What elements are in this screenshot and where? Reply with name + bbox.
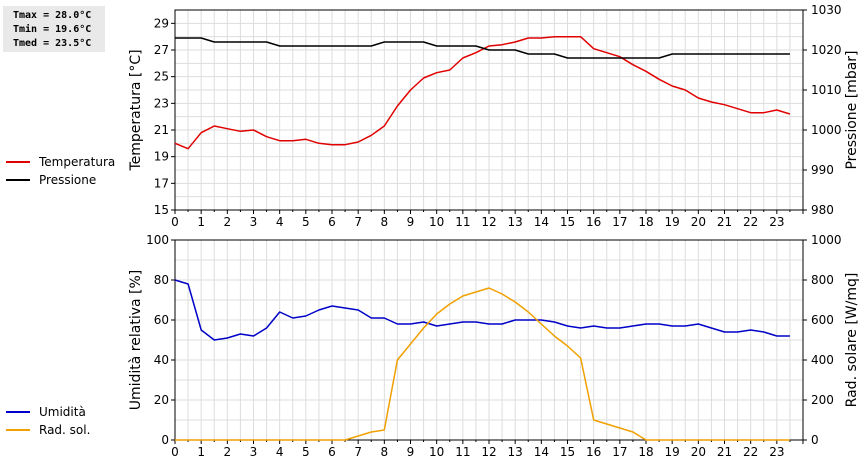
- temperature-pressure-chart: 0 1 2 3 4 5 6 7 8 9 10 11 12 13 14 15 16 17 18 19 20 21 22 2315…: [6, 3, 860, 229]
- x-tick-label: 20: [691, 445, 706, 459]
- tmin-label: Tmin = 19.6°C: [13, 24, 92, 35]
- x-tick-label: 11: [455, 215, 470, 229]
- y2-tick-label: 0: [811, 433, 819, 447]
- x-tick-label: 13: [508, 215, 523, 229]
- y-axis-label: Umidità relativa [%]: [128, 270, 144, 411]
- y2-tick-label: 1000: [811, 233, 842, 247]
- y2-tick-label: 600: [811, 313, 834, 327]
- x-tick-label: 23: [769, 445, 784, 459]
- y2-tick-label: 400: [811, 353, 834, 367]
- tmax-label: Tmax = 28.0°C: [13, 10, 92, 21]
- x-tick-label: 5: [302, 215, 310, 229]
- y2-tick-label: 1020: [811, 43, 842, 57]
- y2-tick-label: 990: [811, 163, 834, 177]
- x-tick-label: 22: [743, 445, 758, 459]
- y-tick-label: 100: [146, 233, 169, 247]
- legend-label: Pressione: [39, 173, 96, 187]
- x-tick-label: 12: [481, 215, 496, 229]
- x-tick-label: 21: [717, 445, 732, 459]
- x-tick-label: 11: [455, 445, 470, 459]
- y-tick-label: 80: [154, 273, 169, 287]
- x-tick-label: 22: [743, 215, 758, 229]
- stats-box: Tmax = 28.0°C Tmin = 19.6°C Tmed = 23.5°…: [3, 6, 105, 52]
- y-tick-label: 29: [154, 16, 169, 30]
- x-tick-label: 20: [691, 215, 706, 229]
- x-tick-label: 2: [224, 445, 232, 459]
- x-tick-label: 0: [171, 215, 179, 229]
- y-tick-label: 40: [154, 353, 169, 367]
- x-tick-label: 16: [586, 215, 601, 229]
- x-tick-label: 3: [250, 215, 258, 229]
- x-tick-label: 9: [407, 215, 415, 229]
- x-tick-label: 4: [276, 215, 284, 229]
- x-tick-label: 0: [171, 445, 179, 459]
- x-tick-label: 8: [381, 445, 389, 459]
- x-tick-label: 5: [302, 445, 310, 459]
- x-tick-label: 18: [638, 445, 653, 459]
- x-tick-label: 10: [429, 445, 444, 459]
- y2-tick-label: 800: [811, 273, 834, 287]
- x-tick-label: 17: [612, 445, 627, 459]
- x-tick-label: 3: [250, 445, 258, 459]
- x-tick-label: 2: [224, 215, 232, 229]
- x-tick-label: 15: [560, 215, 575, 229]
- y-tick-label: 25: [154, 70, 169, 84]
- y2-tick-label: 1000: [811, 123, 842, 137]
- x-tick-label: 15: [560, 445, 575, 459]
- series-line-rad-sol-: [175, 287, 790, 441]
- x-tick-label: 4: [276, 445, 284, 459]
- x-tick-label: 12: [481, 445, 496, 459]
- y-tick-label: 60: [154, 313, 169, 327]
- legend-label: Umidità: [39, 405, 86, 419]
- y-tick-label: 0: [161, 433, 169, 447]
- x-tick-label: 14: [534, 445, 549, 459]
- x-tick-label: 1: [197, 215, 205, 229]
- x-tick-label: 10: [429, 215, 444, 229]
- x-tick-label: 8: [381, 215, 389, 229]
- legend-label: Rad. sol.: [39, 423, 90, 437]
- y-tick-label: 27: [154, 43, 169, 57]
- y-tick-label: 19: [154, 150, 169, 164]
- y-axis-label: Temperatura [°C]: [128, 49, 144, 171]
- y2-tick-label: 200: [811, 393, 834, 407]
- y-tick-label: 15: [154, 203, 169, 217]
- y2-axis-label: Rad. solare [W/mq]: [844, 273, 860, 408]
- y2-axis-label: Pressione [mbar]: [844, 50, 860, 169]
- tmed-label: Tmed = 23.5°C: [13, 38, 92, 49]
- y-tick-label: 17: [154, 176, 169, 190]
- x-tick-label: 17: [612, 215, 627, 229]
- x-tick-label: 21: [717, 215, 732, 229]
- series-line-umidit-: [174, 279, 790, 341]
- y2-tick-label: 1030: [811, 3, 842, 17]
- y-tick-label: 20: [154, 393, 169, 407]
- y2-tick-label: 980: [811, 203, 834, 217]
- x-tick-label: 14: [534, 215, 549, 229]
- y-tick-label: 23: [154, 96, 169, 110]
- series-line-pressione: [175, 37, 790, 59]
- x-tick-label: 7: [354, 215, 362, 229]
- x-tick-label: 9: [407, 445, 415, 459]
- x-tick-label: 16: [586, 445, 601, 459]
- series-line-temperatura: [174, 35, 791, 150]
- legend-label: Temperatura: [38, 155, 115, 169]
- x-tick-label: 6: [328, 445, 336, 459]
- x-tick-label: 18: [638, 215, 653, 229]
- x-tick-label: 23: [769, 215, 784, 229]
- x-tick-label: 1: [197, 445, 205, 459]
- plot-frame: [174, 239, 804, 441]
- plot-frame: [174, 9, 804, 211]
- x-tick-label: 19: [665, 445, 680, 459]
- humidity-radiation-chart: 0 1 2 3 4 5 6 7 8 9 10 11 12 13 14 15 16 17 18 19 20 21 22 2302…: [6, 233, 860, 459]
- x-tick-label: 19: [665, 215, 680, 229]
- x-tick-label: 13: [508, 445, 523, 459]
- y2-tick-label: 1010: [811, 83, 842, 97]
- x-tick-label: 7: [354, 445, 362, 459]
- x-tick-label: 6: [328, 215, 336, 229]
- y-tick-label: 21: [154, 123, 169, 137]
